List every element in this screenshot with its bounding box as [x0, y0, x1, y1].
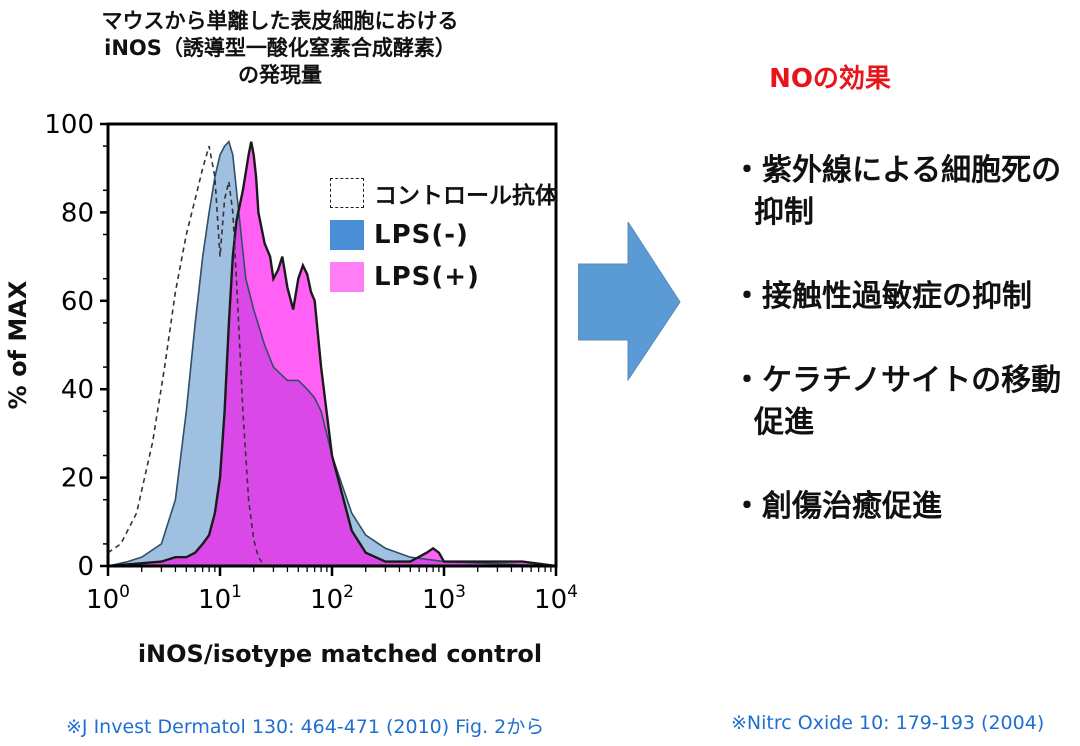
y-tick-label-20: 20 — [61, 464, 94, 494]
y-tick-label-0: 0 — [77, 552, 94, 582]
x-tick-label-2: 102 — [310, 582, 354, 615]
effect-item-keratinocyte-line-2: 促進 — [754, 405, 814, 440]
effect-item-contact-hypersensitivity: ・接触性過敏症の抑制 — [732, 276, 1077, 318]
y-tick-label-40: 40 — [61, 375, 94, 405]
chart-title-line-2: iNOS（誘導型一酸化窒素合成酵素） — [104, 36, 456, 60]
effect-item-uv: ・紫外線による細胞死の 抑制 — [732, 150, 1077, 234]
right-arrow-icon — [578, 222, 681, 382]
series-line-lps-positive — [107, 141, 557, 568]
reference-left: ※J Invest Dermatol 130: 464-471 (2010) F… — [66, 716, 545, 738]
legend-label-lps-positive: LPS(+) — [374, 262, 480, 292]
effect-item-keratinocyte-migration: ・ケラチノサイトの移動 促進 — [732, 360, 1077, 444]
x-tick-label-4: 104 — [534, 582, 578, 615]
legend-label-control: コントロール抗体 — [374, 183, 558, 209]
effect-item-keratinocyte-line-1: ・ケラチノサイトの移動 — [732, 363, 1062, 398]
legend-swatch-control — [330, 178, 364, 208]
legend-item-lps-negative: LPS(-) — [330, 218, 558, 252]
legend-label-lps-negative: LPS(-) — [374, 220, 469, 250]
y-tick-label-60: 60 — [61, 287, 94, 317]
effect-item-wound-line-1: ・創傷治癒促進 — [732, 489, 942, 524]
x-tick-label-0: 100 — [86, 582, 130, 615]
y-tick-label-80: 80 — [61, 198, 94, 228]
legend-item-control: コントロール抗体 — [330, 176, 558, 210]
effect-item-wound-healing: ・創傷治癒促進 — [732, 486, 1077, 528]
effects-title: NOの効果 — [769, 64, 891, 94]
effect-item-contact-line-1: ・接触性過敏症の抑制 — [732, 279, 1032, 314]
chart-title: マウスから単離した表皮細胞における iNOS（誘導型一酸化窒素合成酵素） の発現… — [60, 8, 500, 89]
effect-item-uv-line-2: 抑制 — [754, 195, 814, 230]
legend-swatch-lps-negative — [330, 220, 364, 250]
effect-item-uv-line-1: ・紫外線による細胞死の — [732, 153, 1062, 188]
x-tick-label-3: 103 — [422, 582, 466, 615]
legend-swatch-lps-positive — [330, 262, 364, 292]
series-line-lps-negative — [107, 140, 557, 567]
series-area-lps-positive — [108, 141, 556, 566]
x-axis-label: iNOS/isotype matched control — [137, 640, 543, 668]
x-tick-label-1: 101 — [198, 582, 242, 615]
reference-right: ※Nitrc Oxide 10: 179-193 (2004) — [731, 712, 1045, 734]
y-tick-label-100: 100 — [44, 110, 94, 140]
chart-legend: コントロール抗体 LPS(-) LPS(+) — [330, 176, 558, 302]
legend-item-lps-positive: LPS(+) — [330, 260, 558, 294]
y-axis-label: % of MAX — [4, 280, 32, 410]
series-line-control — [107, 145, 556, 567]
chart-title-line-3: の発現量 — [238, 63, 322, 87]
effects-list: ・紫外線による細胞死の 抑制 ・接触性過敏症の抑制 ・ケラチノサイトの移動 促進… — [732, 150, 1077, 570]
chart-title-line-1: マウスから単離した表皮細胞における — [101, 9, 459, 33]
